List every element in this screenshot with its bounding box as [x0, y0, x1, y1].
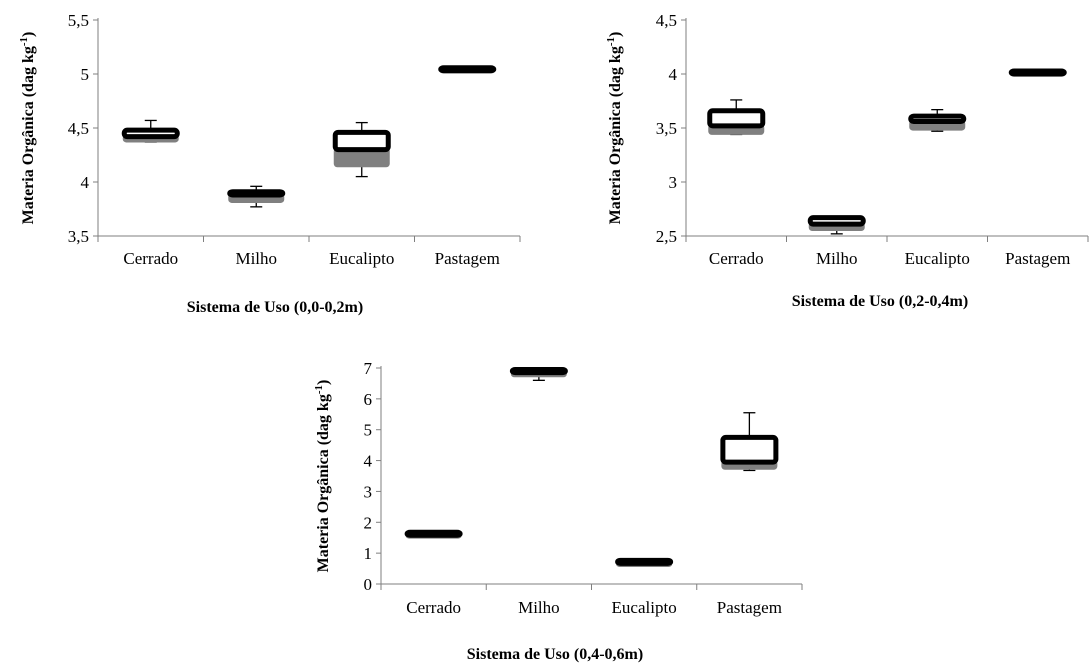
y-tick-label: 1 — [364, 544, 373, 563]
x-tick-label: Pastagem — [1005, 249, 1070, 268]
y-tick-label: 0 — [364, 575, 373, 594]
x-tick-label: Milho — [235, 249, 277, 268]
x-tick-label: Cerrado — [123, 249, 178, 268]
y-tick-label: 3,5 — [68, 227, 89, 246]
y-axis-title: Materia Orgânica (dag kg-1) — [313, 380, 332, 573]
x-tick-label: Eucalipto — [612, 598, 677, 617]
y-tick-label: 4,5 — [68, 119, 89, 138]
x-tick-label: Eucalipto — [905, 249, 970, 268]
y-tick-label: 2,5 — [656, 227, 677, 246]
box-upper-quartile — [615, 557, 674, 566]
y-tick-label: 7 — [364, 359, 373, 378]
y-tick-label: 5,5 — [68, 11, 89, 30]
y-tick-label: 3,5 — [656, 119, 677, 138]
box-upper-quartile — [404, 529, 463, 538]
x-axis-title: Sistema de Uso (0,4-0,6m) — [467, 646, 643, 663]
x-axis-title: Sistema de Uso (0,0-0,2m) — [187, 299, 363, 316]
y-tick-label: 2 — [364, 513, 373, 532]
y-tick-label: 4 — [364, 452, 373, 471]
x-tick-label: Pastagem — [717, 598, 782, 617]
y-tick-label: 3 — [364, 482, 373, 501]
box-upper-quartile — [908, 113, 967, 125]
box-upper-quartile — [121, 127, 180, 140]
box-upper-quartile — [707, 108, 766, 129]
box-upper-quartile — [438, 65, 497, 74]
y-axis-title: Materia Orgânica (dag kg-1) — [18, 32, 37, 225]
box-upper-quartile — [807, 215, 866, 227]
y-tick-label: 6 — [364, 390, 373, 409]
x-tick-label: Pastagem — [435, 249, 500, 268]
y-axis-title: Materia Orgânica (dag kg-1) — [605, 32, 624, 225]
y-tick-label: 5 — [364, 421, 373, 440]
y-tick-label: 5 — [81, 65, 90, 84]
x-tick-label: Milho — [518, 598, 560, 617]
x-tick-label: Cerrado — [406, 598, 461, 617]
y-tick-label: 4 — [669, 65, 678, 84]
box-upper-quartile — [332, 129, 391, 153]
box-upper-quartile — [227, 189, 286, 198]
x-tick-label: Eucalipto — [329, 249, 394, 268]
x-tick-label: Cerrado — [709, 249, 764, 268]
x-axis-title: Sistema de Uso (0,2-0,4m) — [792, 293, 968, 310]
y-tick-label: 4 — [81, 173, 90, 192]
y-tick-label: 4,5 — [656, 11, 677, 30]
box-upper-quartile — [1008, 68, 1067, 77]
x-tick-label: Milho — [816, 249, 858, 268]
box-upper-quartile — [509, 367, 568, 376]
y-tick-label: 3 — [669, 173, 678, 192]
box-upper-quartile — [720, 434, 779, 465]
